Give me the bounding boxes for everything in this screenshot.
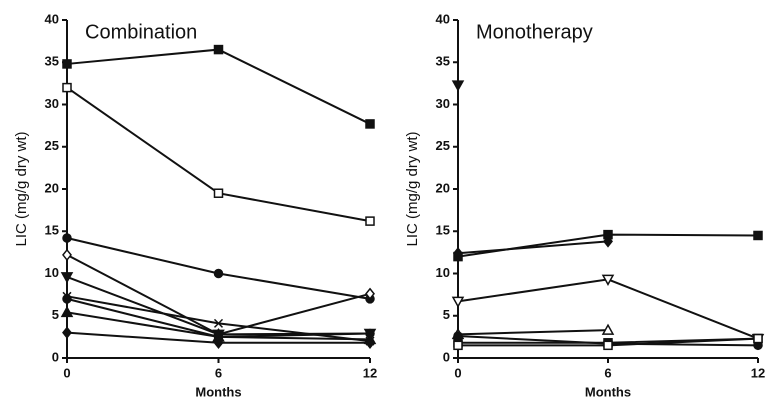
marker xyxy=(453,331,463,341)
y-tick-label: 20 xyxy=(45,180,59,195)
series-line xyxy=(66,237,371,300)
x-tick-label: 0 xyxy=(454,365,461,380)
marker xyxy=(603,235,613,248)
marker xyxy=(62,326,72,339)
y-tick-label: 25 xyxy=(45,138,59,153)
x-axis-label: Months xyxy=(585,384,631,399)
y-tick-label: 0 xyxy=(443,349,450,364)
marker xyxy=(365,119,375,129)
y-tick-label: 20 xyxy=(436,180,450,195)
y-tick-label: 25 xyxy=(436,138,450,153)
x-axis-label: Months xyxy=(195,384,241,399)
series-line xyxy=(457,240,609,255)
y-tick-label: 15 xyxy=(45,223,59,238)
marker xyxy=(62,82,72,93)
x-tick-label: 0 xyxy=(63,365,70,380)
marker xyxy=(365,336,375,349)
y-tick-label: 10 xyxy=(45,265,59,280)
marker xyxy=(62,59,72,69)
marker xyxy=(601,274,615,286)
marker xyxy=(213,44,224,55)
y-axis-label: LIC (mg/g dry wt) xyxy=(404,131,421,246)
marker xyxy=(601,323,615,335)
marker xyxy=(753,230,763,241)
marker xyxy=(213,188,224,198)
y-tick-label: 30 xyxy=(436,96,450,111)
y-tick-label: 35 xyxy=(45,54,59,69)
x-tick-label: 12 xyxy=(751,365,765,380)
marker xyxy=(365,216,375,226)
series-line xyxy=(66,48,371,125)
marker xyxy=(62,294,72,304)
chart-title: Combination xyxy=(85,21,197,43)
marker xyxy=(451,296,465,308)
marker xyxy=(603,340,613,351)
x-tick-label: 12 xyxy=(363,365,377,380)
marker xyxy=(213,268,224,279)
y-tick-label: 15 xyxy=(436,223,450,238)
y-tick-label: 40 xyxy=(436,11,450,26)
series-line xyxy=(66,86,371,223)
marker xyxy=(213,318,224,328)
marker xyxy=(62,233,72,243)
marker xyxy=(453,247,463,260)
marker xyxy=(60,305,74,318)
y-tick-label: 10 xyxy=(436,265,450,280)
x-tick-label: 6 xyxy=(604,365,611,380)
marker xyxy=(453,340,463,351)
y-tick-label: 5 xyxy=(52,307,59,322)
marker xyxy=(451,80,465,92)
y-tick-label: 30 xyxy=(45,96,59,111)
chart-title: Monotherapy xyxy=(476,21,593,43)
series-line xyxy=(457,329,609,336)
marker xyxy=(753,333,763,344)
y-tick-label: 5 xyxy=(443,307,450,322)
x-tick-label: 6 xyxy=(215,365,222,380)
marker xyxy=(62,248,72,262)
y-tick-label: 40 xyxy=(45,11,59,26)
marker xyxy=(60,272,74,284)
marker xyxy=(213,336,224,349)
y-axis-label: LIC (mg/g dry wt) xyxy=(13,131,30,246)
y-tick-label: 0 xyxy=(52,349,59,364)
marker xyxy=(365,287,375,300)
y-tick-label: 35 xyxy=(436,54,450,69)
